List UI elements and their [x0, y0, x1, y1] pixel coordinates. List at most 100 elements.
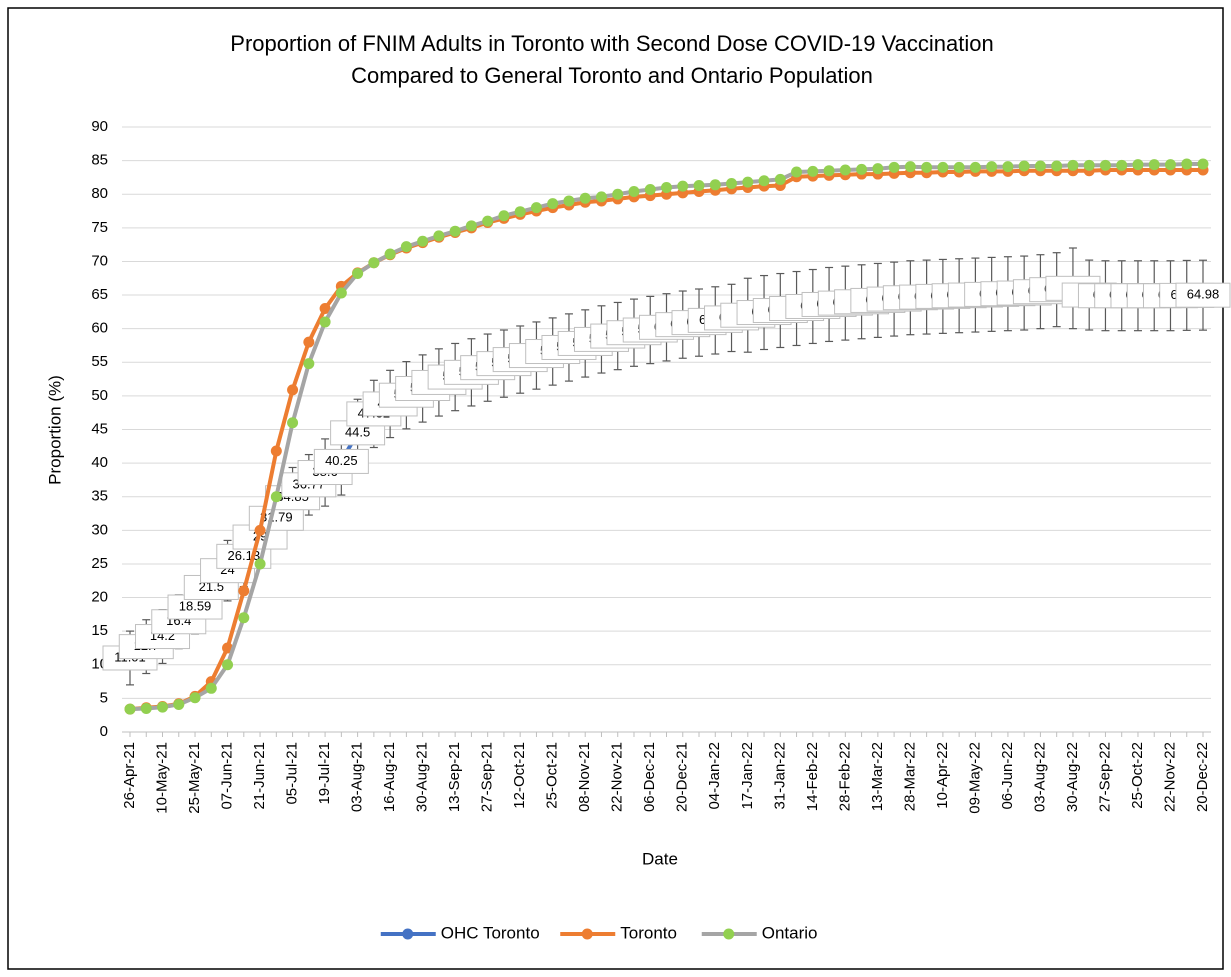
y-tick-label: 5 [100, 689, 108, 706]
y-tick-label: 0 [100, 723, 108, 740]
legend-label: Ontario [762, 923, 818, 942]
data-point [254, 524, 266, 536]
data-point [644, 184, 656, 196]
chart-title: Proportion of FNIM Adults in Toronto wit… [230, 31, 993, 56]
data-point [530, 202, 542, 214]
data-point [677, 180, 689, 192]
data-point [921, 161, 933, 173]
data-point [368, 257, 380, 269]
x-tick-label: 20-Dec-21 [674, 742, 691, 812]
data-point [287, 384, 299, 396]
data-point [433, 230, 445, 242]
data-point [774, 173, 786, 185]
legend-marker [581, 928, 593, 940]
x-tick-label: 05-Jul-21 [284, 742, 301, 805]
data-point [1132, 159, 1144, 171]
x-tick-label: 06-Dec-21 [641, 742, 658, 812]
x-tick-label: 08-Nov-21 [576, 742, 593, 812]
data-point [514, 206, 526, 218]
data-point [986, 161, 998, 173]
data-label: 64.98 [1187, 287, 1220, 302]
y-tick-label: 45 [91, 420, 108, 437]
data-point [173, 698, 185, 710]
data-point [547, 198, 559, 210]
data-point [287, 417, 299, 429]
x-tick-label: 12-Oct-21 [511, 742, 528, 809]
x-tick-label: 06-Jun-22 [999, 742, 1016, 810]
x-tick-label: 30-Aug-22 [1064, 742, 1081, 812]
data-point [791, 166, 803, 178]
y-tick-label: 30 [91, 521, 108, 538]
data-point [579, 192, 591, 204]
x-tick-label: 19-Jul-21 [316, 742, 333, 805]
x-tick-label: 03-Aug-21 [349, 742, 366, 812]
data-point [904, 161, 916, 173]
y-tick-label: 85 [91, 152, 108, 169]
data-point [319, 316, 331, 328]
x-tick-label: 04-Jan-22 [706, 742, 723, 810]
data-point [303, 336, 315, 348]
x-tick-label: 20-Dec-22 [1194, 742, 1211, 812]
data-point [400, 241, 412, 253]
data-point [937, 161, 949, 173]
x-tick-label: 27-Sep-22 [1096, 742, 1113, 812]
data-point [124, 703, 136, 715]
data-point [1197, 158, 1209, 170]
legend-marker [402, 928, 414, 940]
data-label-box [313, 448, 369, 474]
data-point [628, 186, 640, 198]
x-tick-label: 22-Nov-21 [609, 742, 626, 812]
y-tick-label: 75 [91, 219, 108, 236]
x-tick-label: 16-Aug-21 [381, 742, 398, 812]
x-tick-label: 07-Jun-21 [219, 742, 236, 810]
data-point [189, 692, 201, 704]
x-tick-label: 14-Feb-22 [804, 742, 821, 811]
data-label: 40.25 [325, 453, 358, 468]
data-point [335, 287, 347, 299]
data-point [872, 163, 884, 175]
x-tick-label: 30-Aug-21 [414, 742, 431, 812]
y-tick-label: 60 [91, 320, 108, 337]
data-point [352, 268, 364, 280]
chart-subtitle: Compared to General Toronto and Ontario … [351, 63, 873, 88]
data-point [1116, 159, 1128, 171]
data-point [726, 177, 738, 189]
data-point [1034, 160, 1046, 172]
data-point [807, 165, 819, 177]
data-point [953, 161, 965, 173]
data-label: 31.79 [260, 510, 293, 525]
data-point [742, 176, 754, 188]
x-tick-label: 13-Mar-22 [869, 742, 886, 811]
y-tick-label: 35 [91, 488, 108, 505]
data-label: 18.59 [179, 598, 212, 613]
x-tick-label: 13-Sep-21 [446, 742, 463, 812]
data-point [856, 163, 868, 175]
data-point [319, 303, 331, 314]
y-tick-label: 55 [91, 353, 108, 370]
data-point [465, 220, 477, 232]
data-point [1067, 159, 1079, 171]
y-tick-label: 65 [91, 286, 108, 303]
x-tick-label: 25-May-21 [186, 742, 203, 814]
x-axis-label: Date [642, 849, 678, 868]
y-tick-label: 70 [91, 252, 108, 269]
data-label: 44.5 [345, 424, 370, 439]
data-point [417, 235, 429, 247]
data-point [303, 358, 315, 370]
data-point [758, 175, 770, 187]
data-point [612, 188, 624, 200]
data-point [839, 164, 851, 176]
y-tick-label: 40 [91, 454, 108, 471]
legend-marker [723, 928, 735, 940]
chart-border [7, 7, 1224, 970]
y-tick-label: 90 [91, 118, 108, 135]
x-tick-label: 21-Jun-21 [251, 742, 268, 810]
x-tick-label: 10-May-21 [153, 742, 170, 814]
data-point [693, 179, 705, 191]
x-tick-label: 26-Apr-21 [121, 742, 138, 809]
legend-label: Toronto [620, 923, 677, 942]
data-point [238, 612, 250, 624]
x-tick-label: 27-Sep-21 [479, 742, 496, 812]
y-tick-label: 20 [91, 589, 108, 606]
